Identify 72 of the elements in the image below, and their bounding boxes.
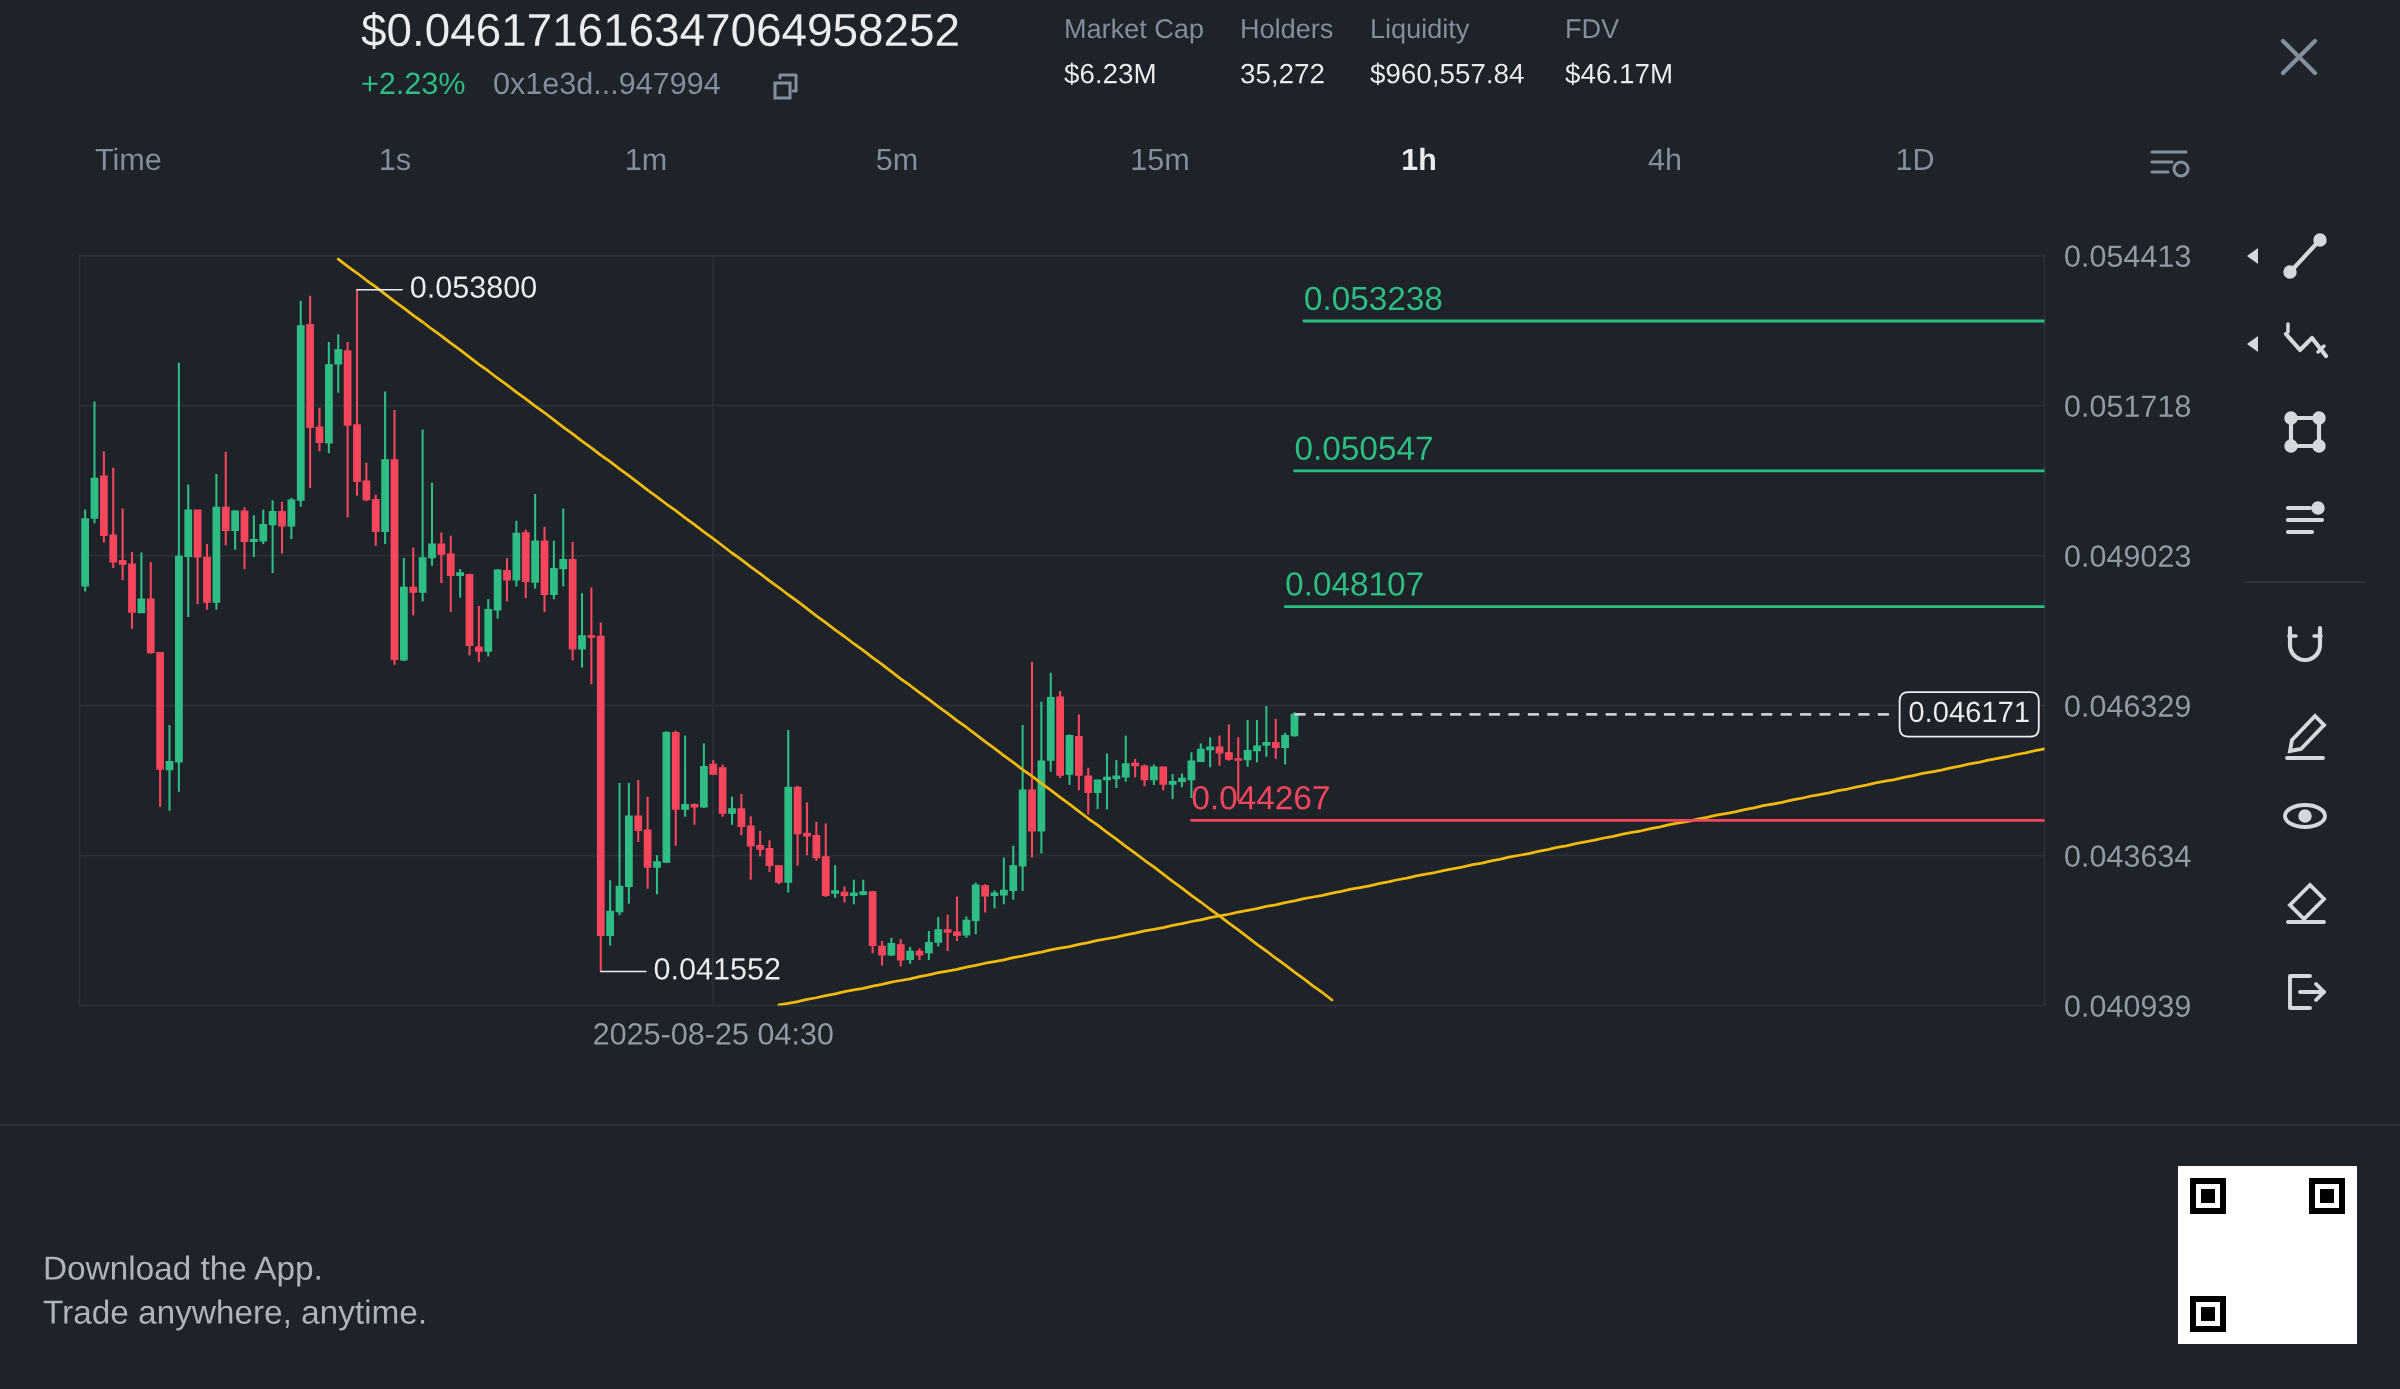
text: $6.23M [1064, 62, 1155, 86]
text: 0x1e3d...947994 [494, 71, 720, 95]
data-label: 0.048107 [1286, 572, 1423, 596]
data-label: 0.050547 [1295, 436, 1432, 461]
candlestick [896, 938, 905, 968]
candlestick [831, 864, 840, 900]
candlestick [840, 885, 849, 904]
candlestick [437, 531, 446, 585]
candlestick [446, 534, 455, 614]
text: 1D [1897, 148, 1934, 170]
text: 35,272 [1241, 63, 1324, 87]
text: 1m [627, 148, 666, 170]
annotation: 0.041552 [654, 958, 780, 980]
candlestick [1084, 766, 1093, 816]
text: 1s [381, 148, 411, 171]
y-tick-label: 0.043634 [2065, 845, 2191, 867]
y-tick-label: 0.040939 [2065, 995, 2190, 1017]
candlestick [278, 500, 286, 555]
candlestick [690, 802, 699, 826]
candlestick [221, 450, 230, 547]
candlestick [334, 333, 343, 394]
data-label: 0.044267 [1192, 785, 1329, 810]
text: Time [95, 147, 161, 171]
candlestick [1121, 734, 1130, 783]
candlestick [1149, 763, 1158, 787]
y-tick-label: 0.054413 [2065, 245, 2191, 267]
candlestick [878, 939, 886, 967]
text: $0.046171616347064958252 [361, 11, 958, 50]
candlestick [137, 551, 146, 615]
text: 1h [1403, 147, 1435, 170]
candlestick [231, 509, 240, 551]
text: Trade anywhere, anytime. [43, 1299, 425, 1331]
text: Holders [1242, 18, 1333, 39]
text: FDV [1567, 19, 1620, 38]
candlestick [409, 546, 418, 617]
text: Liquidity [1372, 18, 1470, 44]
candlestick [503, 556, 511, 603]
candlestick [1271, 717, 1280, 760]
candlestick [587, 586, 596, 686]
text: 4h [1648, 147, 1681, 170]
text: $46.17M [1565, 62, 1671, 86]
candlestick [981, 883, 990, 914]
text: Download the App. [45, 1255, 320, 1287]
annotation: 0.053800 [410, 276, 537, 298]
candlestick [681, 734, 690, 818]
text: $960,557.84 [1370, 62, 1524, 87]
y-tick-label: 0.049023 [2065, 545, 2191, 567]
candlestick [1131, 757, 1140, 779]
candlestick [774, 864, 783, 886]
x-tick-label: 2025-08-25 04:30 [594, 1023, 833, 1045]
candlestick [765, 839, 774, 873]
candlestick [474, 604, 483, 664]
data-label: 0.053238 [1305, 286, 1442, 311]
text: 5m [877, 148, 917, 171]
candlestick [578, 592, 586, 669]
text: 15m [1132, 148, 1188, 171]
data-label: 0.046171 [1909, 701, 2029, 723]
candlestick [606, 879, 615, 947]
candlestick [962, 915, 971, 939]
candlestick [165, 723, 174, 812]
text: +2.23% [362, 72, 465, 95]
candlestick [990, 889, 999, 910]
y-tick-label: 0.051718 [2065, 395, 2191, 417]
candlestick [1215, 734, 1224, 767]
candlestick [737, 792, 746, 837]
candlestick [268, 499, 277, 575]
y-tick-label: 0.046329 [2065, 695, 2190, 717]
candlestick [634, 779, 643, 843]
text: Market Cap [1066, 18, 1203, 44]
candlestick [728, 795, 736, 826]
candlestick [456, 568, 465, 599]
candlestick [1281, 731, 1290, 766]
